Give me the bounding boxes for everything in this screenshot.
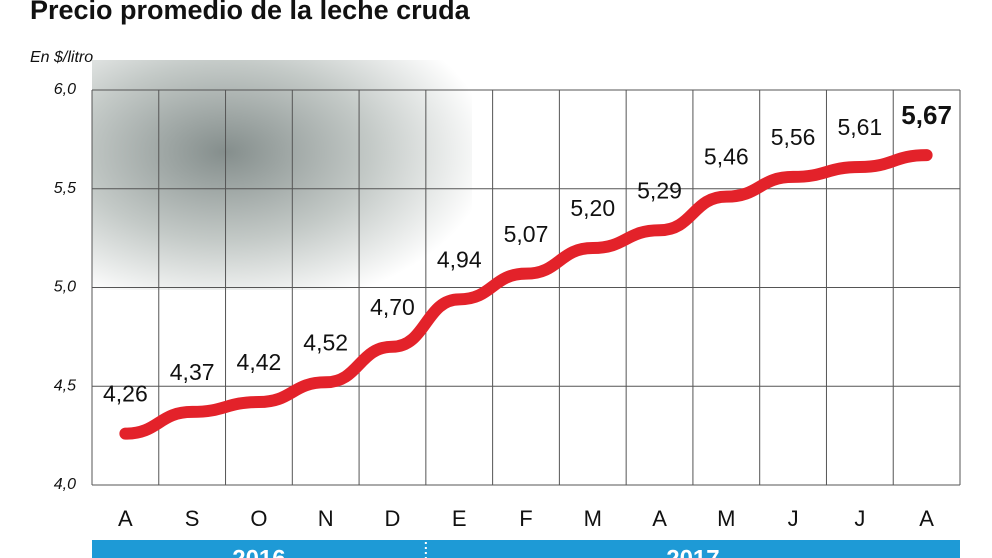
data-label: 4,52 (303, 329, 348, 355)
y-tick-label: 5,0 (54, 279, 76, 296)
data-label: 5,07 (504, 221, 549, 247)
x-tick-label: D (385, 506, 401, 531)
data-label: 5,61 (837, 114, 882, 140)
y-axis-label: En $/litro (30, 49, 93, 66)
year-label: 2016 (232, 545, 285, 558)
data-label: 5,29 (637, 177, 682, 203)
data-label: 4,37 (170, 359, 215, 385)
y-tick-label: 6,0 (54, 81, 76, 98)
data-label: 5,46 (704, 144, 749, 170)
data-label: 5,56 (771, 124, 816, 150)
x-tick-label: A (652, 506, 667, 531)
data-line (119, 149, 933, 440)
data-label: 5,67 (901, 100, 952, 130)
y-tick-label: 5,5 (54, 180, 76, 197)
x-tick-label: M (584, 506, 602, 531)
x-tick-label: J (788, 506, 799, 531)
x-tick-label: M (717, 506, 735, 531)
data-label: 5,20 (570, 195, 615, 221)
y-tick-label: 4,5 (54, 377, 76, 394)
x-tick-label: O (250, 506, 267, 531)
x-tick-label: J (854, 506, 865, 531)
chart-title: Precio promedio de la leche cruda (30, 0, 471, 25)
data-label: 4,42 (237, 349, 282, 375)
y-tick-label: 4,0 (54, 476, 76, 493)
data-label: 4,94 (437, 246, 482, 272)
x-tick-label: E (452, 506, 467, 531)
x-tick-label: A (919, 506, 934, 531)
data-label: 4,26 (103, 381, 148, 407)
data-label: 4,70 (370, 294, 415, 320)
x-tick-label: S (185, 506, 200, 531)
x-tick-label: F (519, 506, 532, 531)
year-band (92, 540, 960, 558)
background-photo (92, 60, 472, 290)
x-tick-label: N (318, 506, 334, 531)
year-label: 2017 (666, 545, 719, 558)
x-tick-label: A (118, 506, 133, 531)
